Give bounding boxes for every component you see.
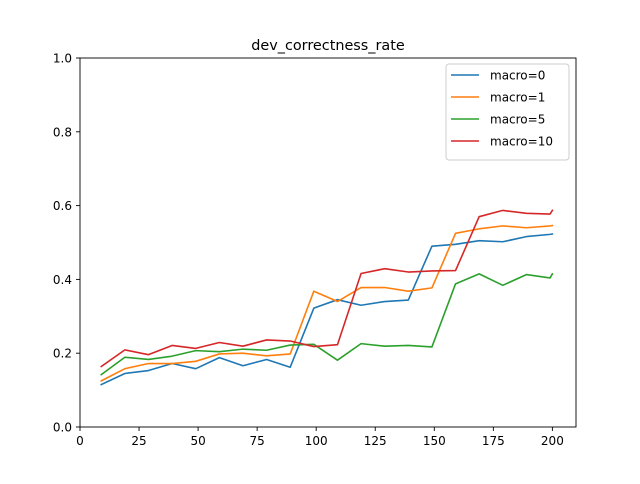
legend-label: macro=1: [490, 91, 545, 105]
legend: macro=0 macro=1 macro=5 macro=10: [445, 63, 570, 161]
x-tick-label: 50: [190, 434, 205, 448]
y-axis: 0.0 0.2 0.4 0.6 0.8 1.0: [53, 52, 80, 435]
x-tick-label: 75: [250, 434, 265, 448]
x-axis: 0 25 50 75 100 125 150 175 200: [76, 427, 564, 448]
legend-box: [445, 63, 570, 161]
x-tick-label: 125: [364, 434, 387, 448]
x-tick-label: 0: [76, 434, 84, 448]
y-tick-label: 1.0: [53, 52, 72, 66]
y-tick-label: 0.0: [53, 421, 72, 435]
x-tick-label: 150: [423, 434, 446, 448]
series-line-macro-10: [100, 209, 554, 368]
x-tick-label: 100: [305, 434, 328, 448]
series-line-macro-0: [100, 233, 554, 386]
y-tick-label: 0.6: [53, 199, 72, 213]
x-tick-label: 175: [482, 434, 505, 448]
axes-frame: [79, 57, 577, 428]
series-line-macro-1: [100, 224, 554, 382]
y-tick-label: 0.2: [53, 347, 72, 361]
y-tick-label: 0.8: [53, 125, 72, 139]
legend-label: macro=5: [490, 113, 545, 127]
series-lines: [100, 209, 554, 386]
legend-label: macro=0: [490, 69, 545, 83]
x-tick-label: 200: [541, 434, 564, 448]
legend-label: macro=10: [490, 135, 553, 149]
y-tick-label: 0.4: [53, 273, 72, 287]
series-line-macro-5: [100, 272, 554, 376]
chart-title: dev_correctness_rate: [251, 38, 405, 54]
x-tick-label: 25: [131, 434, 146, 448]
